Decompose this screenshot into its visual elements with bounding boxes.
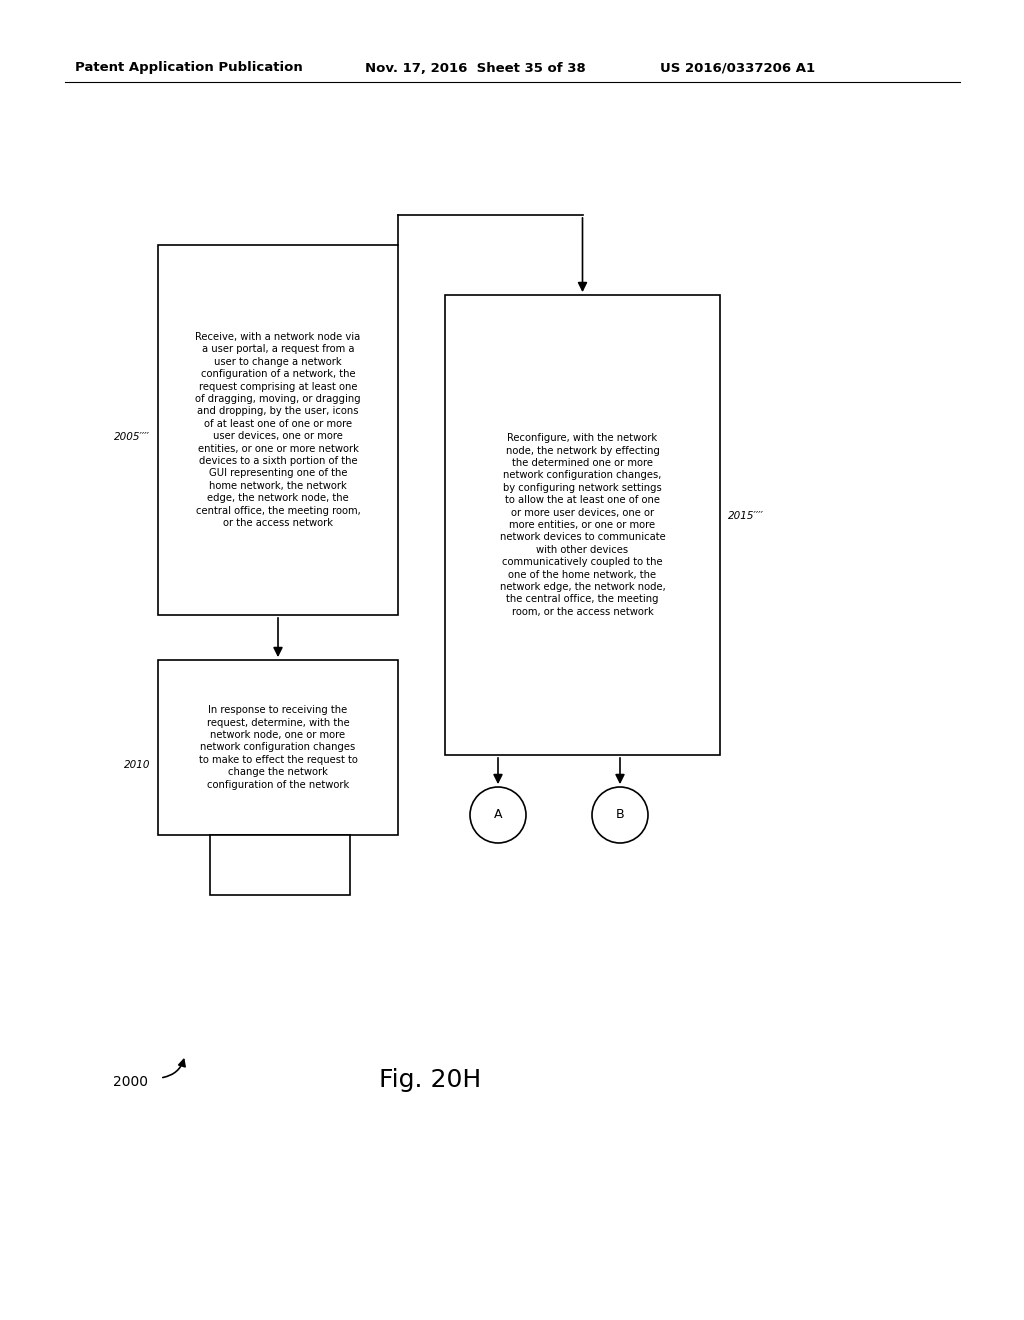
Text: Receive, with a network node via
a user portal, a request from a
user to change : Receive, with a network node via a user … <box>196 333 360 528</box>
Text: B: B <box>615 808 625 821</box>
Text: Fig. 20H: Fig. 20H <box>379 1068 481 1092</box>
Bar <box>445 294 720 755</box>
Text: 2010: 2010 <box>124 760 150 770</box>
Text: US 2016/0337206 A1: US 2016/0337206 A1 <box>660 62 815 74</box>
Text: Nov. 17, 2016  Sheet 35 of 38: Nov. 17, 2016 Sheet 35 of 38 <box>365 62 586 74</box>
Text: Patent Application Publication: Patent Application Publication <box>75 62 303 74</box>
Text: 2000: 2000 <box>113 1074 148 1089</box>
Bar <box>158 246 398 615</box>
Bar <box>210 836 350 895</box>
Text: A: A <box>494 808 502 821</box>
Bar <box>158 660 398 836</box>
Text: In response to receiving the
request, determine, with the
network node, one or m: In response to receiving the request, de… <box>199 705 357 789</box>
Text: 2005′′′′: 2005′′′′ <box>114 433 150 442</box>
Text: 2015′′′′: 2015′′′′ <box>728 511 764 521</box>
Text: Reconfigure, with the network
node, the network by effecting
the determined one : Reconfigure, with the network node, the … <box>500 433 666 616</box>
